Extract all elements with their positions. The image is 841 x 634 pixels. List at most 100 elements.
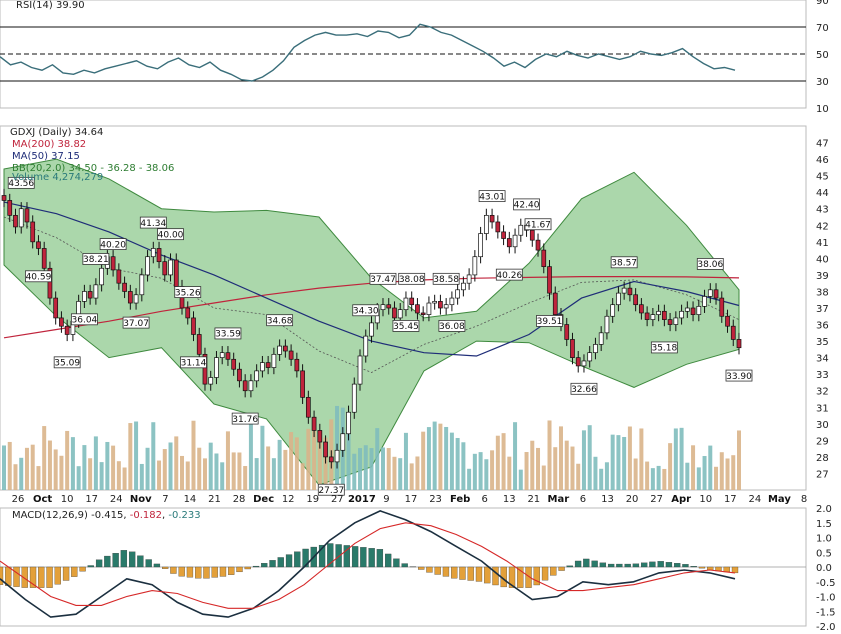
candle-body xyxy=(196,334,202,355)
macd-histogram-bar xyxy=(641,562,648,568)
macd-histogram-bar xyxy=(327,543,334,568)
price-annotation-box xyxy=(7,176,35,189)
volume-bar xyxy=(76,466,81,490)
macd-tick-label: 0.0 xyxy=(816,563,832,574)
volume-bar xyxy=(536,447,541,490)
volume-bar xyxy=(231,452,236,490)
candle-body xyxy=(185,307,191,319)
macd-histogram-bar xyxy=(236,566,243,573)
price-annotation-box xyxy=(157,228,184,241)
volume-bar xyxy=(151,422,156,490)
price-tick-label: 40 xyxy=(816,254,829,265)
volume-bar xyxy=(174,436,179,490)
candle-body xyxy=(506,238,512,248)
macd-histogram-bar xyxy=(244,566,251,570)
macd-histogram-bar xyxy=(492,566,499,586)
macd-tick-label: 2.0 xyxy=(816,504,832,515)
macd-histogram-bar xyxy=(302,548,309,568)
date-tick-label: 24 xyxy=(749,494,762,505)
candle-body xyxy=(202,353,208,385)
macd-histogram-bar xyxy=(162,566,169,569)
candle-body xyxy=(581,360,587,367)
volume-bar xyxy=(708,445,713,490)
price-annotation-box xyxy=(174,286,202,298)
macd-histogram-bar xyxy=(104,555,111,568)
macd-histogram-bar xyxy=(384,553,392,568)
macd-histogram-bar xyxy=(682,564,689,568)
candle-body xyxy=(713,289,719,299)
macd-histogram-bar xyxy=(632,563,640,568)
volume-bar xyxy=(438,423,443,490)
price-tick-label: 30 xyxy=(816,420,829,431)
macd-histogram-bar xyxy=(38,566,45,588)
price-annotation: 38.06 xyxy=(697,260,723,270)
macd-tick-label: 0.5 xyxy=(816,548,832,559)
macd-histogram-bar xyxy=(87,565,94,568)
candle-body xyxy=(87,291,93,299)
candle-body xyxy=(294,358,300,372)
volume-bar xyxy=(432,421,437,490)
candle-body xyxy=(317,430,323,443)
macd-histogram-bar xyxy=(46,566,53,588)
macd-histogram-bar xyxy=(624,563,631,568)
rsi-line xyxy=(0,23,736,82)
price-annotation: 40.00 xyxy=(158,230,184,240)
volume-bar xyxy=(36,466,41,490)
date-tick-label: 12 xyxy=(282,494,295,505)
volume-bar xyxy=(243,466,248,490)
price-tick-label: 45 xyxy=(816,172,829,183)
volume-bar xyxy=(306,428,311,490)
volume-bar xyxy=(185,461,190,490)
macd-histogram-bar xyxy=(607,563,615,568)
price-annotation-box xyxy=(139,216,167,229)
macd-histogram-bar xyxy=(203,566,210,579)
candle-body xyxy=(145,256,150,276)
volume-bar xyxy=(633,458,638,490)
date-tick-label: 7 xyxy=(162,494,168,505)
macd-value: -0.415 xyxy=(91,510,123,521)
volume-bar xyxy=(587,425,592,490)
volume-bar xyxy=(668,443,673,490)
volume-bar xyxy=(168,442,173,490)
price-tick-label: 32 xyxy=(816,387,829,398)
macd-signal-line xyxy=(0,522,736,609)
rsi-tick-label: 50 xyxy=(816,50,829,61)
price-annotation: 36.08 xyxy=(439,322,465,332)
volume-bar xyxy=(553,447,558,490)
volume-bar xyxy=(673,428,678,490)
macd-histogram-bar xyxy=(376,549,384,568)
price-annotation: 33.59 xyxy=(215,330,241,340)
candle-body xyxy=(133,294,139,304)
macd-histogram-bar xyxy=(170,566,177,574)
candle-body xyxy=(455,289,460,299)
rsi-panel: 10 30 50 70 90 xyxy=(0,0,829,115)
candle-body xyxy=(380,304,386,311)
candle-body xyxy=(535,239,541,251)
volume-bar xyxy=(495,435,500,490)
macd-histogram-bar xyxy=(261,563,268,568)
candle-body xyxy=(122,282,127,292)
volume-bar xyxy=(7,441,12,490)
price-annotation: 42.40 xyxy=(514,201,540,211)
macd-histogram-bar xyxy=(393,558,400,568)
macd-histogram-bar xyxy=(137,555,144,568)
macd-histogram-bar xyxy=(426,566,433,573)
candle-body xyxy=(219,352,225,358)
macd-histogram-bar xyxy=(451,566,458,579)
date-axis: 26 Oct 10 17 24 Nov 7 14 21 28 Dec 12 19 27 2017 9 17 23 F… xyxy=(12,494,808,505)
date-tick-label: 2017 xyxy=(348,494,376,505)
candle-body xyxy=(627,287,633,296)
price-annotation-box xyxy=(25,270,52,283)
price-annotation-box xyxy=(317,483,345,496)
candle-body xyxy=(547,266,552,294)
macd-histogram-bar xyxy=(0,566,4,585)
candle-body xyxy=(340,433,346,451)
date-tick-label: May xyxy=(768,494,791,505)
price-annotation: 37.07 xyxy=(123,319,149,329)
volume-bar xyxy=(220,462,225,490)
macd-histogram-bar xyxy=(566,565,573,568)
macd-hist-value: -0.233 xyxy=(168,510,200,521)
date-tick-label: Apr xyxy=(671,494,691,505)
price-tick-label: 47 xyxy=(816,139,829,150)
macd-histogram-bar xyxy=(186,566,194,578)
